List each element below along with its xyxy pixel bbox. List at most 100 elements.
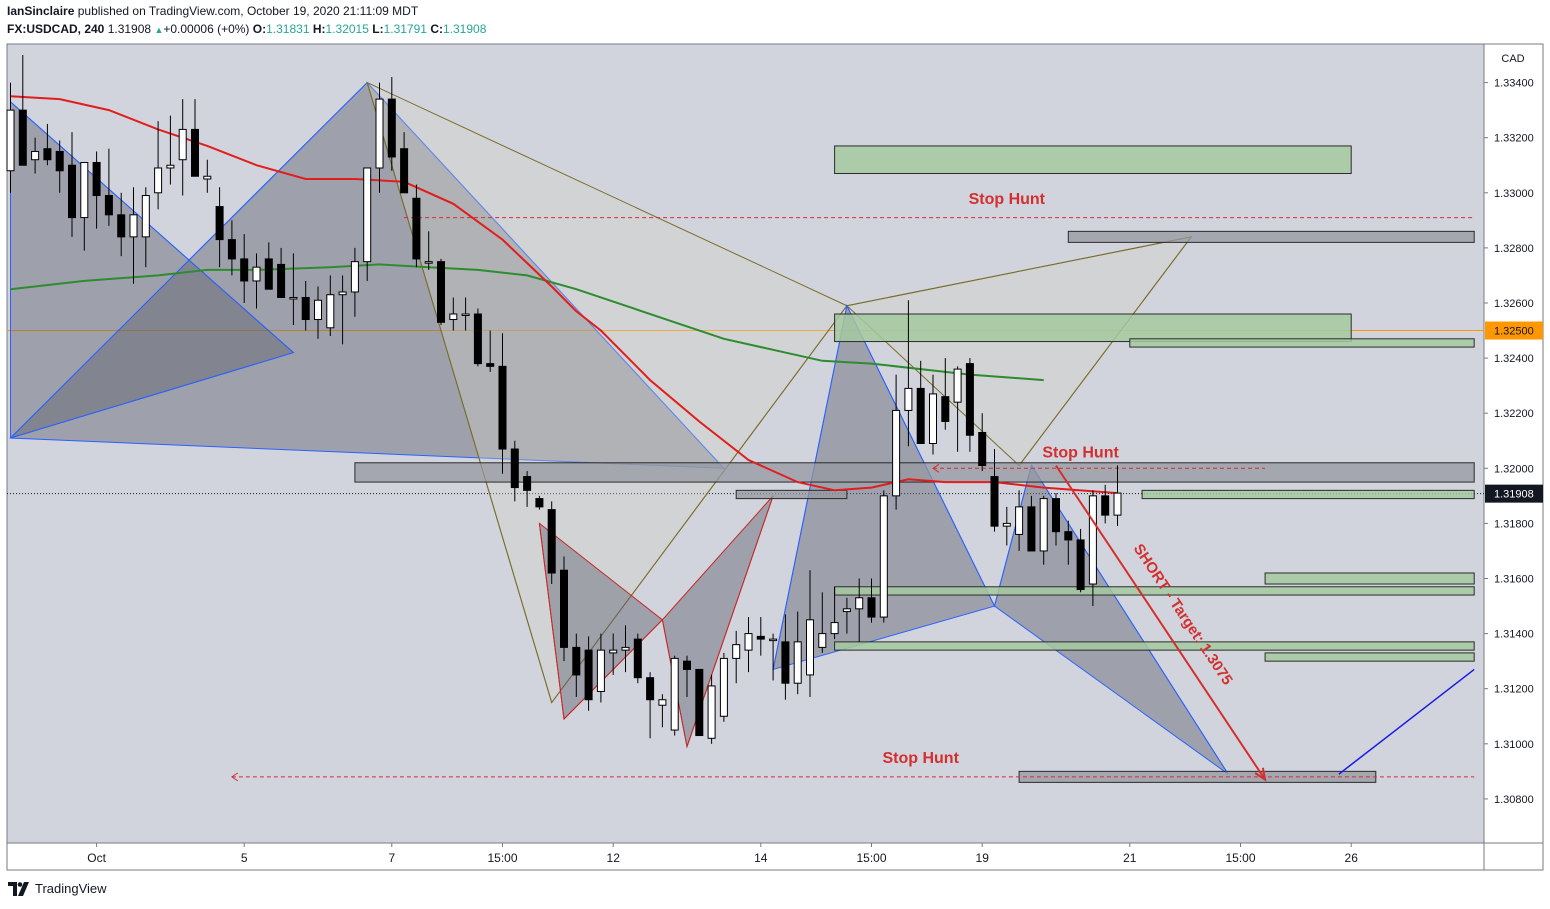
candle-body (929, 393, 937, 444)
footer-brand[interactable]: TradingView (35, 881, 107, 896)
candle-body (855, 597, 864, 610)
candle (1113, 465, 1122, 527)
currency-label: CAD (1501, 53, 1524, 65)
candle-body (646, 677, 655, 701)
price-label-text: 1.32500 (1494, 326, 1534, 338)
chart-frame (6, 43, 1544, 871)
candle (92, 151, 101, 229)
symbol-label[interactable]: FX:USDCAD, 240 (7, 22, 105, 36)
price-change: +0.00006 (+0%) (163, 22, 250, 36)
candle (375, 82, 384, 193)
candle (141, 187, 150, 268)
candle (572, 633, 581, 697)
candle (1015, 490, 1024, 551)
candle (166, 115, 175, 185)
candle-body (18, 109, 27, 166)
y-axis-ticks: 1.33400 1.33200 1.33000 1.32800 1.32600 1.324… (1484, 78, 1534, 806)
candle (215, 187, 224, 268)
candle (658, 694, 667, 728)
candle (978, 413, 987, 472)
candle-body (547, 509, 556, 574)
y-tick-label: 1.32800 (1494, 243, 1534, 255)
candle (6, 82, 15, 193)
demand-zone (834, 641, 1475, 651)
candle (203, 159, 212, 193)
candle-body (1064, 531, 1073, 541)
candle (941, 358, 950, 430)
short-projection-arrow-icon (1254, 767, 1267, 782)
candle (437, 258, 445, 326)
candle (1076, 528, 1085, 593)
candle (596, 633, 605, 703)
plot-area[interactable] (7, 44, 1484, 843)
candle-body (154, 167, 163, 194)
candle-body (658, 699, 667, 706)
y-tick-label: 1.31800 (1494, 518, 1534, 530)
high-label: H: (312, 22, 326, 36)
candle (80, 161, 89, 251)
candle-body (732, 644, 741, 659)
candle (301, 280, 310, 331)
candle (1002, 506, 1011, 546)
x-tick-label: 15:00 (487, 851, 517, 865)
candle-body (191, 128, 199, 177)
candle (338, 275, 347, 345)
candle (929, 374, 937, 455)
x-axis-ticks: Oct 5 7 15:00 12 14 15:00 19 21 15:00 26 (87, 843, 1358, 865)
candle-body (289, 296, 298, 300)
candle (178, 99, 187, 196)
low-label: L: (372, 22, 384, 36)
published-text: published on TradingView.com, October 19… (77, 4, 419, 18)
candle (314, 286, 322, 339)
candle (240, 234, 249, 303)
candle-body (793, 641, 802, 684)
price-label-box (1485, 321, 1543, 340)
candle-body (572, 646, 581, 676)
candle-body (1027, 506, 1036, 552)
demand-zone (1141, 489, 1475, 500)
candle (412, 184, 421, 268)
candle (879, 490, 888, 623)
candle (227, 220, 236, 276)
candle-body (240, 258, 249, 282)
candle (387, 77, 396, 171)
candle (683, 655, 691, 697)
candle-body (387, 98, 396, 158)
time-axis[interactable] (7, 843, 1543, 870)
candle-body (301, 296, 310, 321)
candle (1027, 495, 1036, 552)
candle (953, 366, 962, 452)
candle-body (252, 266, 261, 282)
demand-zone (834, 586, 1475, 596)
author-name[interactable]: IanSinclaire (7, 4, 75, 18)
candle-body (498, 365, 507, 450)
candle-body (400, 148, 409, 194)
x-tick-label: 7 (388, 851, 395, 865)
y-tick-label: 1.33200 (1494, 133, 1534, 145)
candle-body (1113, 492, 1122, 516)
candle-body (338, 291, 347, 296)
candle-body (633, 638, 642, 679)
candle (867, 578, 876, 623)
open-label: O: (252, 22, 267, 36)
demand-zone (834, 145, 1352, 174)
tradingview-logo-icon[interactable] (8, 881, 30, 896)
stop-hunt-label: Stop Hunt (1042, 444, 1119, 461)
candle-body (178, 128, 187, 161)
x-tick-label: 15:00 (1225, 851, 1255, 865)
candle (670, 655, 679, 736)
candle (842, 597, 851, 634)
price-axis[interactable] (1484, 44, 1543, 843)
candle-body (473, 313, 482, 365)
footer: TradingView (8, 881, 107, 896)
candle-body (1002, 522, 1011, 527)
candle (769, 633, 778, 681)
candle-body (424, 261, 433, 264)
candle-body (879, 495, 888, 618)
candle-body (141, 195, 150, 238)
candle-body (781, 641, 790, 684)
candle-body (990, 476, 999, 527)
candle (191, 99, 199, 177)
x-tick-label: 21 (1123, 851, 1137, 865)
